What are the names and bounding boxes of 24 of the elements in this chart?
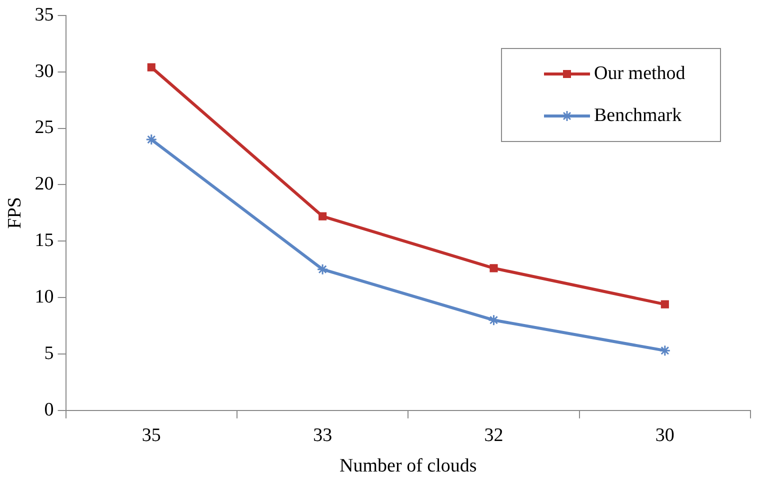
x-tick-label: 32 bbox=[484, 424, 504, 446]
y-axis-title: FPS bbox=[4, 197, 26, 229]
x-tick-label: 33 bbox=[313, 424, 332, 446]
point bbox=[488, 314, 500, 326]
point bbox=[318, 212, 327, 220]
x-axis-title: Number of clouds bbox=[340, 456, 477, 477]
y-tick-label: 10 bbox=[34, 286, 54, 308]
y-tick-label: 20 bbox=[34, 174, 54, 195]
y-tick-label: 15 bbox=[34, 230, 54, 252]
legend-label: Our method bbox=[594, 63, 686, 85]
y-tick-label: 0 bbox=[44, 399, 54, 420]
y-tick-label: 30 bbox=[34, 60, 54, 82]
y-tick-label: 25 bbox=[34, 117, 54, 138]
point bbox=[146, 134, 158, 146]
x-tick-label: 30 bbox=[655, 424, 674, 446]
legend-label: Benchmark bbox=[594, 105, 682, 127]
point bbox=[316, 264, 328, 276]
point bbox=[490, 264, 498, 272]
point bbox=[660, 300, 669, 308]
x-tick-label: 35 bbox=[142, 424, 161, 446]
y-tick-label: 5 bbox=[44, 342, 54, 364]
point bbox=[147, 63, 156, 72]
point bbox=[659, 344, 671, 356]
y-tick-label: 35 bbox=[34, 4, 54, 26]
